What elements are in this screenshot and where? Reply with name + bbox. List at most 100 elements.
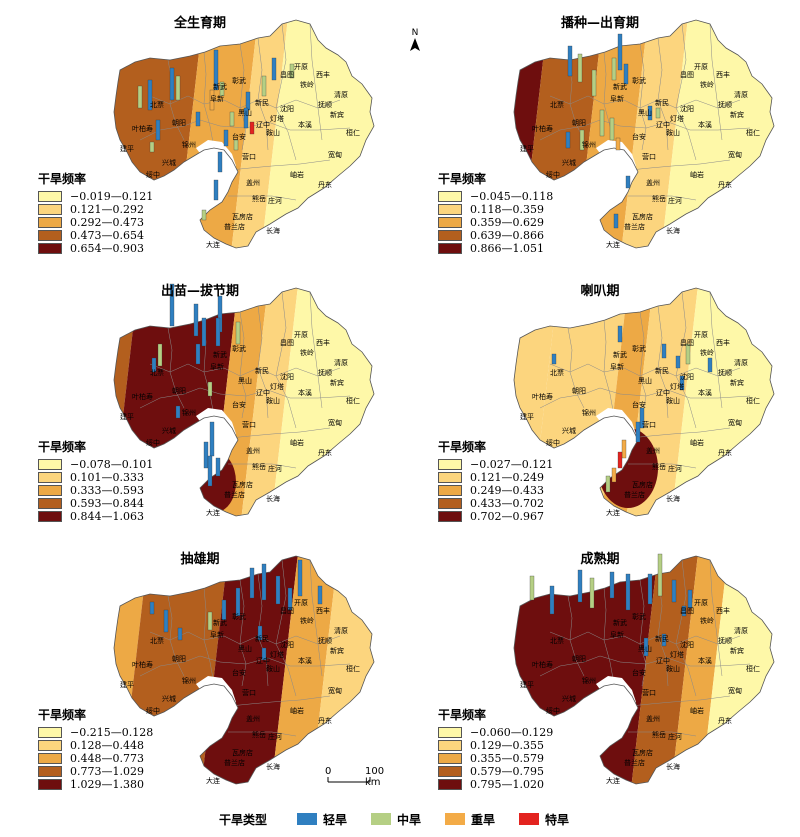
- city-label: 瓦房店: [632, 213, 653, 221]
- legend-swatch: [438, 779, 462, 790]
- city-label: 辽中: [256, 389, 270, 397]
- city-label: 瓦房店: [232, 749, 253, 757]
- drought-type-light-label: 轻旱: [322, 812, 347, 827]
- legend-row: 0.249—0.433: [438, 484, 553, 497]
- drought-bar: [591, 69, 597, 97]
- legend-row: 0.844—1.063: [38, 510, 153, 523]
- city-label: 桓仁: [746, 397, 760, 405]
- city-label: 叶柏寿: [532, 661, 553, 669]
- legend-title: 干旱频率: [38, 708, 87, 722]
- drought-bar: [317, 585, 323, 605]
- drought-type-extreme-label: 特旱: [545, 812, 570, 827]
- legend-swatch: [438, 485, 462, 496]
- city-label: 阜新: [210, 95, 224, 103]
- city-label: 朝阳: [172, 119, 186, 127]
- drought-bar: [577, 569, 583, 603]
- city-label: 岫岩: [690, 171, 704, 179]
- city-label: 昌图: [680, 339, 694, 347]
- drought-bar: [177, 627, 183, 641]
- city-label: 本溪: [698, 121, 712, 129]
- city-label: 阜新: [610, 363, 624, 371]
- legend-row: 0.473—0.654: [38, 229, 153, 242]
- legend-row: 0.593—0.844: [38, 497, 153, 510]
- frequency-zone: [620, 20, 690, 248]
- city-label: 彰武: [232, 345, 246, 353]
- scale-distance-label: 100 km: [365, 766, 385, 788]
- city-label: 抚顺: [718, 369, 732, 377]
- drought-bar: [229, 111, 235, 127]
- city-label: 沈阳: [280, 105, 294, 113]
- drought-bar: [203, 441, 209, 469]
- city-label: 清原: [734, 91, 748, 99]
- district-boundary: [567, 327, 585, 409]
- scale-zero-label: 0: [325, 766, 332, 777]
- city-label: 瓦房店: [232, 213, 253, 221]
- drought-bar: [613, 213, 619, 229]
- city-label: 叶柏寿: [532, 125, 553, 133]
- legend-swatch: [38, 779, 62, 790]
- city-label: 熊岳: [252, 463, 266, 471]
- drought-bar: [289, 63, 295, 79]
- city-label: 普兰店: [624, 759, 645, 767]
- map-panel: 新武 彰武 开原 昌图 铁岭 阜新 新民 西丰 抚顺 清原 朝阳 黑山 沈阳 新宾 北票 叶柏寿 锦州 台安 辽中 本…: [400, 268, 800, 530]
- city-label: 熊岳: [252, 195, 266, 203]
- drought-bar: [611, 57, 617, 81]
- district-boundary: [139, 655, 351, 677]
- district-boundary: [229, 427, 331, 439]
- city-label: 台安: [232, 133, 246, 141]
- city-label: 沈阳: [680, 373, 694, 381]
- drought-bar: [175, 405, 181, 419]
- legend-label: −0.027—0.121: [470, 458, 554, 471]
- city-label: 庄河: [668, 197, 682, 205]
- city-label: 西丰: [716, 71, 730, 79]
- district-boundary: [675, 23, 697, 161]
- drought-bar: [235, 587, 241, 617]
- legend-label: 0.249—0.433: [470, 484, 544, 497]
- legend-swatch: [38, 753, 62, 764]
- drought-bar: [625, 175, 631, 189]
- panel-title: 成熟期: [580, 552, 620, 567]
- drought-bar: [223, 129, 229, 147]
- city-label: 锦州: [182, 141, 196, 149]
- city-label: 锦州: [582, 409, 596, 417]
- legend-swatch: [38, 459, 62, 470]
- legend-label: 0.866—1.051: [470, 242, 544, 255]
- city-label: 清原: [734, 359, 748, 367]
- drought-bar: [609, 117, 615, 141]
- city-label: 辽中: [656, 657, 670, 665]
- frequency-legend: 干旱频率 −0.078—0.101 0.101—0.333 0.333—0.593 0.…: [38, 438, 153, 523]
- city-label: 新民: [255, 99, 269, 107]
- city-label: 本溪: [298, 121, 312, 129]
- drought-bar: [221, 599, 227, 621]
- district-boundary: [603, 319, 615, 417]
- drought-bar: [215, 317, 221, 347]
- city-label: 辽中: [256, 657, 270, 665]
- drought-bar: [675, 355, 681, 369]
- legend-swatch: [38, 204, 62, 215]
- city-label: 长海: [266, 227, 280, 235]
- city-label: 沈阳: [280, 373, 294, 381]
- district-boundary: [275, 291, 297, 429]
- city-label: 宽甸: [728, 419, 742, 427]
- city-label: 新民: [255, 367, 269, 375]
- drought-type-light: 轻旱: [296, 811, 347, 828]
- district-boundary: [309, 559, 323, 677]
- city-label: 营口: [642, 153, 656, 161]
- city-label: 台安: [632, 669, 646, 677]
- legend-label: −0.060—0.129: [470, 726, 554, 739]
- province-outline: [113, 19, 375, 249]
- legend-label: −0.045—0.118: [470, 190, 554, 203]
- city-label: 开原: [294, 331, 308, 339]
- city-label: 台安: [232, 669, 246, 677]
- city-label: 瓦房店: [632, 481, 653, 489]
- bohai-bay: [196, 140, 236, 184]
- drought-bar: [213, 179, 219, 201]
- frequency-legend: 干旱频率 −0.045—0.118 0.118—0.359 0.359—0.629 0.…: [438, 170, 553, 255]
- city-label: 彰武: [632, 77, 646, 85]
- legend-label: 0.118—0.359: [470, 203, 544, 216]
- city-label: 清原: [334, 627, 348, 635]
- city-label: 长海: [266, 495, 280, 503]
- city-label: 彰武: [632, 613, 646, 621]
- province-outline: [513, 555, 775, 785]
- city-label: 开原: [294, 599, 308, 607]
